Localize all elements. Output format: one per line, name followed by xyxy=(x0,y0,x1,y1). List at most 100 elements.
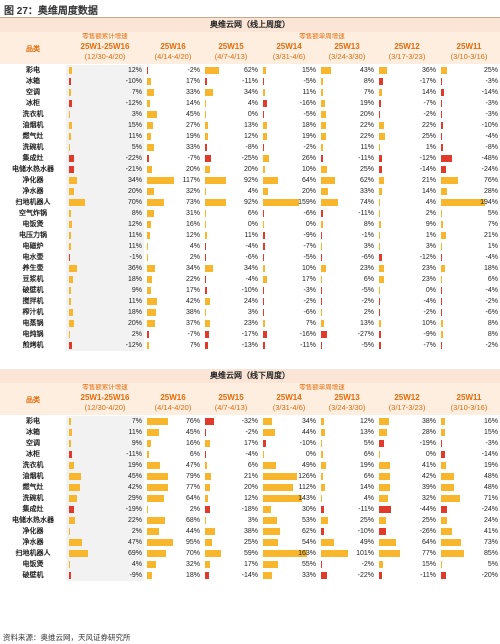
value-label: 143% xyxy=(298,495,316,502)
value-label: 3% xyxy=(247,309,258,316)
positive-data-bar xyxy=(379,473,390,480)
positive-data-bar xyxy=(321,67,331,74)
weekly-cell: -11% xyxy=(318,208,376,219)
weekly-cell: 16% xyxy=(144,438,202,449)
value-label: 77% xyxy=(421,550,436,557)
positive-data-bar xyxy=(263,265,265,272)
value-label: -1% xyxy=(129,254,142,261)
weekly-cell: 64% xyxy=(376,537,438,548)
positive-data-bar xyxy=(147,122,153,129)
value-label: -8% xyxy=(245,144,258,151)
negative-data-bar xyxy=(441,144,443,151)
positive-data-bar xyxy=(147,166,152,173)
weekly-cell: -32% xyxy=(202,416,260,427)
weekly-cell: 19% xyxy=(260,131,318,142)
positive-data-bar xyxy=(205,298,210,305)
value-label: -12% xyxy=(419,155,436,162)
weekly-cell: -17% xyxy=(376,76,438,87)
weekly-cell: 49% xyxy=(260,460,318,471)
value-label: -9% xyxy=(129,572,142,579)
weekly-cell: 18% xyxy=(438,263,500,274)
table-title: 奥维云网（线上周度） xyxy=(0,18,500,32)
column-header-range: (12/30-4/20) xyxy=(84,53,126,61)
positive-data-bar xyxy=(263,495,302,502)
weekly-cell: 20% xyxy=(144,164,202,175)
positive-data-bar xyxy=(69,177,77,184)
weekly-cell: 13% xyxy=(318,427,376,438)
positive-data-bar xyxy=(69,89,71,96)
cumulative-cell: 4% xyxy=(66,559,144,570)
column-header-range: (3/17-3/23) xyxy=(388,404,426,412)
value-label: 32% xyxy=(421,495,436,502)
value-label: 1% xyxy=(425,232,436,239)
category-name: 电饭煲 xyxy=(22,221,44,228)
table-row: 冰箱 -10% 17% -11% -5% 8% -17% -3% xyxy=(0,76,500,87)
weekly-cell: 5% xyxy=(438,208,500,219)
weekly-cell: -2% xyxy=(318,296,376,307)
positive-data-bar xyxy=(379,418,389,425)
value-label: -22% xyxy=(125,155,142,162)
negative-data-bar xyxy=(205,276,206,283)
positive-data-bar xyxy=(379,495,388,502)
cumulative-cell: 22% xyxy=(66,515,144,526)
value-label: -2% xyxy=(303,144,316,151)
negative-data-bar xyxy=(147,155,149,162)
weekly-cell: 32% xyxy=(376,493,438,504)
value-label: 15% xyxy=(301,67,316,74)
weekly-cell: 33% xyxy=(144,142,202,153)
positive-data-bar xyxy=(441,561,442,568)
value-label: 22% xyxy=(185,276,200,283)
value-label: -6% xyxy=(303,309,316,316)
table-row: 集成灶 -22% -7% -25% 26% -11% -12% -48% xyxy=(0,153,500,164)
weekly-cell: -4% xyxy=(438,131,500,142)
weekly-cell: 7% xyxy=(260,318,318,329)
value-label: 45% xyxy=(185,111,200,118)
value-label: -13% xyxy=(241,342,258,349)
value-label: 22% xyxy=(359,133,374,140)
weekly-cell: -1% xyxy=(318,230,376,241)
negative-data-bar xyxy=(379,100,381,107)
category-name: 空气炸锅 xyxy=(19,210,47,217)
value-label: 12% xyxy=(243,133,258,140)
weekly-cell: 22% xyxy=(144,274,202,285)
weekly-cell: 71% xyxy=(438,493,500,504)
weekly-cell: 163% xyxy=(260,548,318,559)
value-label: 4% xyxy=(247,188,258,195)
value-label: 6% xyxy=(363,473,374,480)
weekly-cell: -44% xyxy=(376,504,438,515)
value-label: -2% xyxy=(485,342,498,349)
negative-data-bar xyxy=(379,506,391,513)
value-label: 11% xyxy=(360,144,375,151)
weekly-cell: 6% xyxy=(318,449,376,460)
weekly-cell: 28% xyxy=(438,186,500,197)
category-name: 集成灶 xyxy=(22,155,44,162)
positive-data-bar xyxy=(205,232,207,239)
positive-data-bar xyxy=(147,243,148,250)
value-label: -24% xyxy=(481,506,498,513)
category-name: 空调 xyxy=(26,440,40,447)
category-name: 冰箱 xyxy=(26,429,40,436)
positive-data-bar xyxy=(69,276,73,283)
weekly-cell: -14% xyxy=(438,87,500,98)
positive-data-bar xyxy=(441,199,485,206)
weekly-cell: -2% xyxy=(376,109,438,120)
cumulative-cell: 20% xyxy=(66,318,144,329)
weekly-cell: -11% xyxy=(318,504,376,515)
weekly-cell: 8% xyxy=(318,76,376,87)
weekly-cell: 76% xyxy=(438,175,500,186)
weekly-cell: -2% xyxy=(438,340,500,351)
positive-data-bar xyxy=(205,539,212,546)
value-label: 8% xyxy=(487,331,498,338)
weekly-cell: 25% xyxy=(202,537,260,548)
weekly-cell: 19% xyxy=(318,460,376,471)
cumulative-cell: -22% xyxy=(66,153,144,164)
value-label: -1% xyxy=(361,232,374,239)
weekly-cell: 28% xyxy=(376,427,438,438)
weekly-cell: 77% xyxy=(376,548,438,559)
table-row: 扫地机器人 69% 70% 59% 163% 101% 77% 85% xyxy=(0,548,500,559)
negative-data-bar xyxy=(263,331,267,338)
value-label: 68% xyxy=(185,517,200,524)
positive-data-bar xyxy=(379,122,384,129)
weekly-cell: 1% xyxy=(376,230,438,241)
negative-data-bar xyxy=(441,342,442,349)
